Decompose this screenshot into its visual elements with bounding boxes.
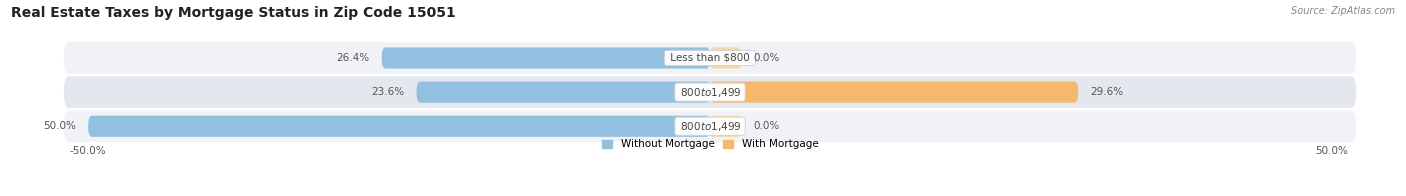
FancyBboxPatch shape — [416, 82, 710, 103]
FancyBboxPatch shape — [63, 76, 1357, 109]
FancyBboxPatch shape — [710, 116, 741, 137]
Text: $800 to $1,499: $800 to $1,499 — [678, 86, 742, 99]
FancyBboxPatch shape — [710, 82, 1078, 103]
FancyBboxPatch shape — [89, 116, 710, 137]
Text: 0.0%: 0.0% — [754, 121, 780, 131]
Legend: Without Mortgage, With Mortgage: Without Mortgage, With Mortgage — [598, 135, 823, 153]
FancyBboxPatch shape — [63, 42, 1357, 74]
Text: 50.0%: 50.0% — [42, 121, 76, 131]
Text: 26.4%: 26.4% — [336, 53, 370, 63]
Text: Source: ZipAtlas.com: Source: ZipAtlas.com — [1291, 6, 1395, 16]
Text: 23.6%: 23.6% — [371, 87, 404, 97]
FancyBboxPatch shape — [381, 47, 710, 69]
Text: Less than $800: Less than $800 — [666, 53, 754, 63]
FancyBboxPatch shape — [710, 47, 741, 69]
Text: 0.0%: 0.0% — [754, 53, 780, 63]
Text: Real Estate Taxes by Mortgage Status in Zip Code 15051: Real Estate Taxes by Mortgage Status in … — [11, 6, 456, 20]
Text: $800 to $1,499: $800 to $1,499 — [678, 120, 742, 133]
Text: 29.6%: 29.6% — [1091, 87, 1123, 97]
FancyBboxPatch shape — [63, 110, 1357, 143]
